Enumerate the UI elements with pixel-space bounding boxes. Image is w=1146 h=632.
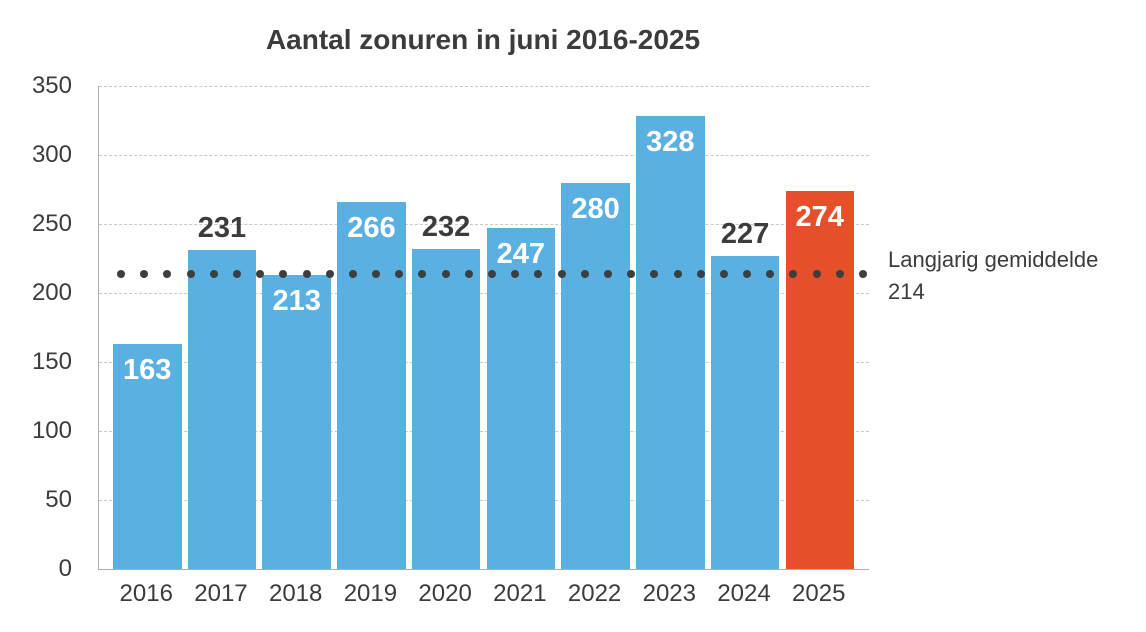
gridline-150 bbox=[99, 362, 869, 363]
y-tick-label-150: 150 bbox=[31, 348, 72, 375]
reference-line-dot bbox=[209, 269, 218, 278]
reference-line-dot bbox=[232, 269, 241, 278]
bar-2017 bbox=[187, 250, 257, 569]
reference-line-dot bbox=[743, 269, 752, 278]
bar-2019 bbox=[337, 201, 406, 569]
reference-line-dot bbox=[418, 269, 427, 278]
reference-line-dot bbox=[372, 269, 381, 278]
y-axis: 0 50 100 150 200 250 300 350 bbox=[0, 0, 72, 632]
bar-2024 bbox=[710, 255, 780, 569]
bar-value-2019: 266 bbox=[347, 211, 396, 244]
reference-line-dot bbox=[580, 269, 589, 278]
y-tick-label-250: 250 bbox=[31, 210, 72, 237]
reference-line-dot bbox=[441, 269, 450, 278]
reference-line-dot bbox=[603, 269, 612, 278]
reference-line-dot bbox=[835, 269, 844, 278]
gridline-100 bbox=[99, 431, 869, 432]
reference-line-label-value: 214 bbox=[888, 279, 925, 304]
reference-line-dot bbox=[627, 269, 636, 278]
x-tick-label-2016: 2016 bbox=[119, 580, 173, 607]
reference-line-dot bbox=[557, 269, 566, 278]
reference-line-dot bbox=[766, 269, 775, 278]
bar-value-2018: 213 bbox=[272, 285, 321, 318]
x-tick-label-2021: 2021 bbox=[493, 580, 547, 607]
y-tick-label-350: 350 bbox=[31, 72, 72, 99]
reference-line-label-text: Langjarig gemiddelde bbox=[888, 247, 1099, 272]
y-tick-label-100: 100 bbox=[31, 417, 72, 444]
x-axis: 2016 2017 2018 2019 2020 2021 2022 2023 2024 2025 bbox=[98, 581, 868, 611]
reference-line-dot bbox=[650, 269, 659, 278]
y-tick-label-50: 50 bbox=[45, 486, 72, 513]
reference-line-dot bbox=[859, 269, 867, 278]
bar-2025 bbox=[785, 190, 854, 569]
plot-area: 163 231 213 266 232 247 280 328 227 274 bbox=[98, 86, 869, 570]
bar-value-2023: 328 bbox=[646, 126, 695, 159]
reference-line bbox=[117, 269, 867, 278]
bar-value-2017: 231 bbox=[197, 212, 247, 245]
reference-line-dot bbox=[789, 269, 798, 278]
y-tick-label-0: 0 bbox=[58, 555, 72, 582]
gridline-250 bbox=[99, 224, 869, 225]
reference-line-label: Langjarig gemiddelde 214 bbox=[888, 244, 1098, 308]
bar-2022 bbox=[561, 182, 630, 569]
bar-2023 bbox=[636, 116, 705, 569]
gridline-300 bbox=[99, 155, 869, 156]
reference-line-dot bbox=[673, 269, 682, 278]
reference-line-dot bbox=[325, 269, 334, 278]
reference-line-dot bbox=[279, 269, 288, 278]
bar-value-2022: 280 bbox=[571, 192, 620, 225]
reference-line-dot bbox=[812, 269, 821, 278]
bar-2016 bbox=[113, 344, 182, 569]
reference-line-dot bbox=[534, 269, 543, 278]
y-tick-label-300: 300 bbox=[31, 141, 72, 168]
bar-value-2020: 232 bbox=[421, 210, 471, 243]
chart-title: Aantal zonuren in juni 2016-2025 bbox=[265, 24, 701, 55]
gridline-350 bbox=[99, 86, 869, 87]
reference-line-dot bbox=[163, 269, 172, 278]
reference-line-dot bbox=[464, 269, 473, 278]
reference-line-dot bbox=[140, 269, 149, 278]
bar-value-2016: 163 bbox=[123, 354, 172, 387]
reference-line-dot bbox=[348, 269, 357, 278]
x-tick-label-2020: 2020 bbox=[418, 580, 472, 607]
bar-2018 bbox=[262, 275, 331, 569]
bar-2020 bbox=[411, 248, 481, 569]
gridline-50 bbox=[99, 500, 869, 501]
x-tick-label-2023: 2023 bbox=[642, 580, 696, 607]
bar-value-2024: 227 bbox=[720, 217, 770, 250]
reference-line-dot bbox=[186, 269, 195, 278]
reference-line-dot bbox=[395, 269, 404, 278]
gridline-200 bbox=[99, 293, 869, 294]
reference-line-dot bbox=[488, 269, 496, 278]
y-tick-label-200: 200 bbox=[31, 279, 72, 306]
x-tick-label-2018: 2018 bbox=[268, 580, 323, 607]
x-tick-label-2025: 2025 bbox=[792, 580, 846, 607]
reference-line-dot bbox=[117, 269, 125, 278]
bar-value-2021: 247 bbox=[496, 238, 546, 271]
x-tick-label-2017: 2017 bbox=[194, 580, 248, 607]
bar-2021 bbox=[486, 228, 556, 569]
reference-line-dot bbox=[511, 269, 520, 278]
x-tick-label-2022: 2022 bbox=[567, 580, 622, 607]
x-tick-label-2024: 2024 bbox=[717, 580, 771, 607]
bar-value-2025: 274 bbox=[795, 200, 844, 233]
reference-line-dot bbox=[719, 269, 728, 278]
reference-line-dot bbox=[256, 269, 265, 278]
reference-line-dot bbox=[696, 269, 705, 278]
reference-line-dot bbox=[302, 269, 311, 278]
x-tick-label-2019: 2019 bbox=[343, 580, 398, 607]
